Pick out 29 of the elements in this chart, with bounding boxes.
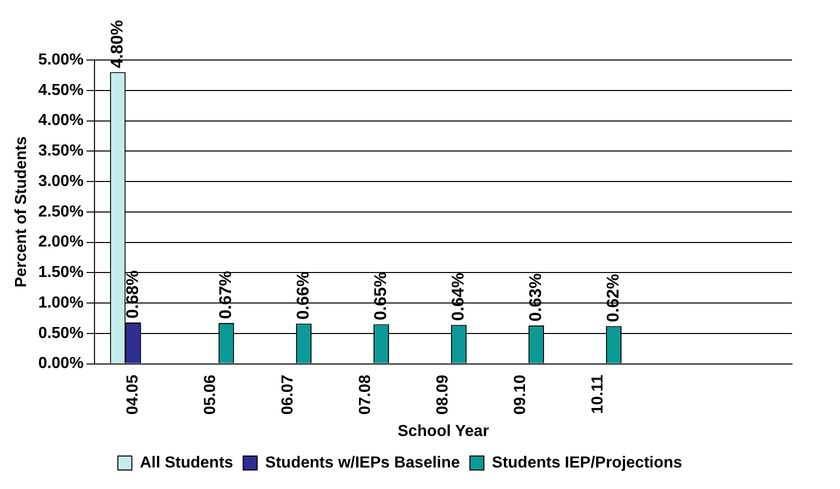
- legend-label: Students w/IEPs Baseline: [265, 454, 460, 472]
- legend-label: Students IEP/Projections: [492, 454, 682, 472]
- x-axis-title: School Year: [398, 422, 489, 440]
- legend-label: All Students: [140, 454, 234, 472]
- y-axis-title: Percent of Students: [13, 136, 30, 288]
- y-tick-label: 4.50%: [38, 82, 84, 99]
- x-tick-label: 05.06: [202, 374, 220, 415]
- y-tick-label: 3.00%: [38, 172, 84, 190]
- x-tick-label: 09.10: [512, 374, 530, 415]
- data-label: 0.62%: [603, 274, 622, 322]
- y-tick-label: 5.00%: [38, 51, 84, 68]
- y-tick-label: 4.00%: [38, 112, 84, 130]
- data-label: 4.80%: [108, 20, 126, 68]
- y-tick-label: 0.00%: [38, 355, 84, 372]
- y-tick-label: 0.50%: [38, 324, 84, 342]
- data-label: 0.68%: [123, 270, 142, 318]
- y-tick-label: 1.50%: [38, 264, 84, 282]
- x-tick-label: 04.05: [124, 374, 142, 415]
- y-tick-label: 2.50%: [38, 203, 84, 220]
- data-label: 0.64%: [448, 272, 468, 321]
- x-tick-label: 06.07: [280, 374, 297, 415]
- y-tick-label: 1.00%: [38, 294, 84, 312]
- data-label: 0.63%: [526, 273, 545, 322]
- x-tick-label: 07.08: [357, 374, 374, 415]
- data-label: 0.65%: [370, 272, 390, 320]
- y-tick-label: 3.50%: [38, 142, 84, 160]
- x-tick-label: 10.11: [590, 374, 607, 414]
- x-tick-label: 08.09: [434, 374, 452, 415]
- y-tick-label: 2.00%: [38, 234, 84, 251]
